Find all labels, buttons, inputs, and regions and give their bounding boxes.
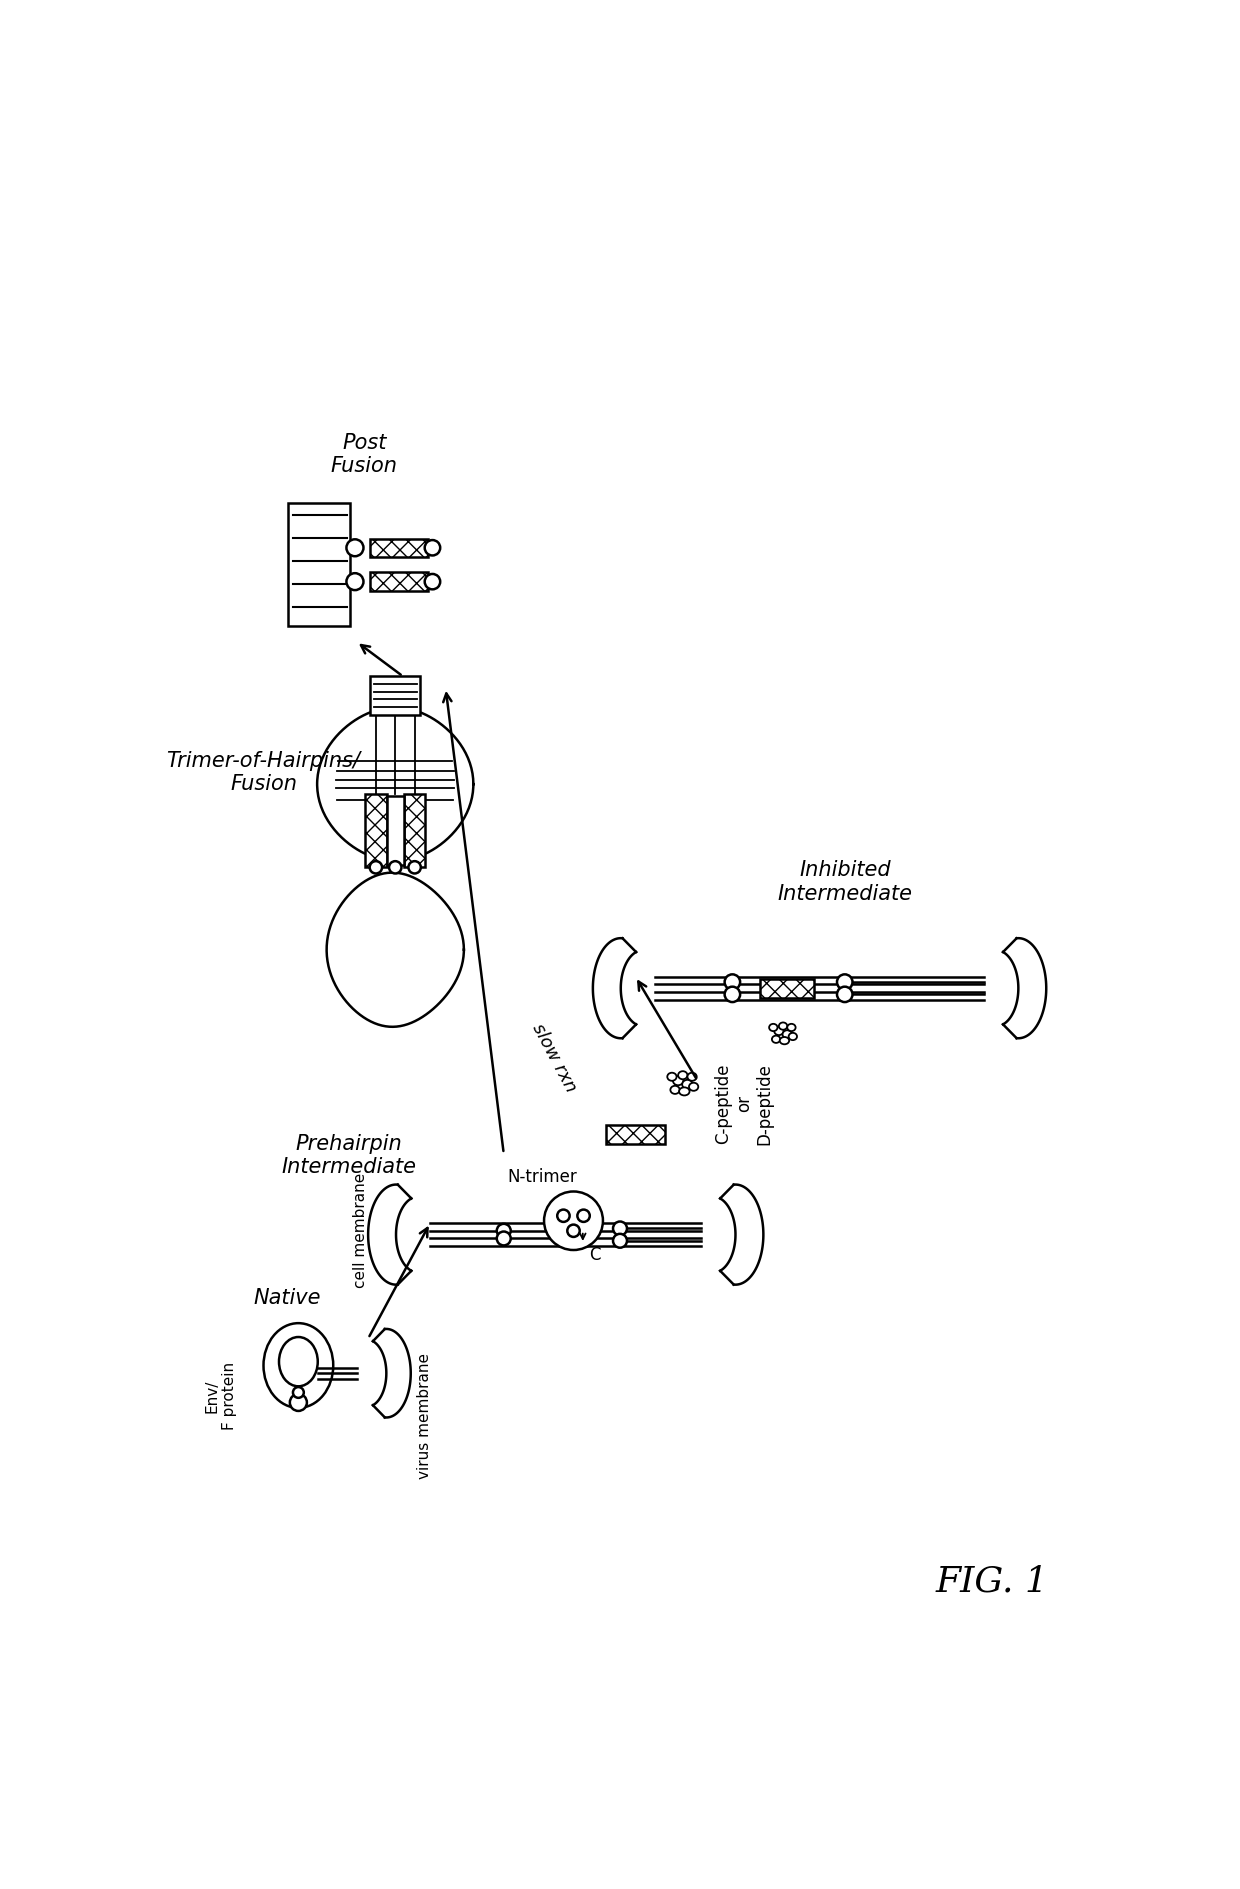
Ellipse shape	[774, 1028, 784, 1035]
Circle shape	[389, 861, 402, 873]
Ellipse shape	[680, 1088, 689, 1096]
Text: C: C	[589, 1247, 600, 1264]
Text: Inhibited
Intermediate: Inhibited Intermediate	[777, 859, 913, 903]
Circle shape	[424, 574, 440, 589]
Circle shape	[497, 1232, 511, 1245]
Ellipse shape	[671, 1086, 680, 1094]
Text: FIG. 1: FIG. 1	[935, 1564, 1049, 1598]
Text: cell membrane: cell membrane	[353, 1173, 368, 1288]
Ellipse shape	[279, 1337, 317, 1387]
Circle shape	[837, 975, 853, 990]
Ellipse shape	[682, 1081, 693, 1090]
Bar	[404, 793, 425, 867]
Bar	[288, 502, 351, 627]
Circle shape	[613, 1234, 627, 1249]
Ellipse shape	[779, 1022, 787, 1030]
Circle shape	[293, 1387, 304, 1398]
Ellipse shape	[667, 1073, 677, 1081]
Text: Trimer-of-Hairpins/
Fusion: Trimer-of-Hairpins/ Fusion	[166, 752, 361, 793]
Text: slow rxn: slow rxn	[528, 1020, 580, 1096]
Bar	[370, 538, 428, 557]
Text: Native: Native	[253, 1288, 320, 1307]
Circle shape	[346, 538, 363, 555]
Bar	[606, 1124, 665, 1145]
Text: Env/
F protein: Env/ F protein	[205, 1362, 237, 1430]
Bar	[387, 795, 404, 865]
Circle shape	[724, 986, 740, 1001]
Ellipse shape	[687, 1073, 697, 1081]
Circle shape	[290, 1394, 306, 1411]
Circle shape	[497, 1224, 511, 1237]
Circle shape	[837, 986, 853, 1001]
Circle shape	[408, 861, 420, 873]
Ellipse shape	[782, 1030, 792, 1039]
Bar	[365, 793, 387, 867]
Circle shape	[567, 1224, 580, 1237]
Ellipse shape	[544, 1192, 603, 1251]
Text: N-trimer: N-trimer	[507, 1167, 578, 1186]
Circle shape	[557, 1209, 569, 1222]
Circle shape	[346, 572, 363, 589]
Circle shape	[424, 540, 440, 555]
Ellipse shape	[769, 1024, 777, 1031]
Circle shape	[613, 1222, 627, 1235]
Ellipse shape	[689, 1082, 698, 1090]
Text: virus membrane: virus membrane	[417, 1353, 433, 1479]
Text: C-peptide
or
D-peptide: C-peptide or D-peptide	[714, 1064, 774, 1145]
Circle shape	[370, 861, 382, 873]
Bar	[370, 572, 428, 591]
Ellipse shape	[787, 1024, 796, 1031]
Circle shape	[724, 975, 740, 990]
Bar	[371, 676, 420, 714]
Circle shape	[578, 1209, 590, 1222]
Ellipse shape	[673, 1077, 683, 1084]
Ellipse shape	[789, 1033, 797, 1041]
Ellipse shape	[771, 1035, 780, 1043]
Text: Prehairpin
Intermediate: Prehairpin Intermediate	[281, 1133, 417, 1177]
Ellipse shape	[780, 1037, 789, 1045]
Ellipse shape	[678, 1071, 687, 1079]
Text: Post
Fusion: Post Fusion	[331, 433, 398, 476]
Bar	[759, 979, 813, 997]
Ellipse shape	[263, 1322, 334, 1407]
